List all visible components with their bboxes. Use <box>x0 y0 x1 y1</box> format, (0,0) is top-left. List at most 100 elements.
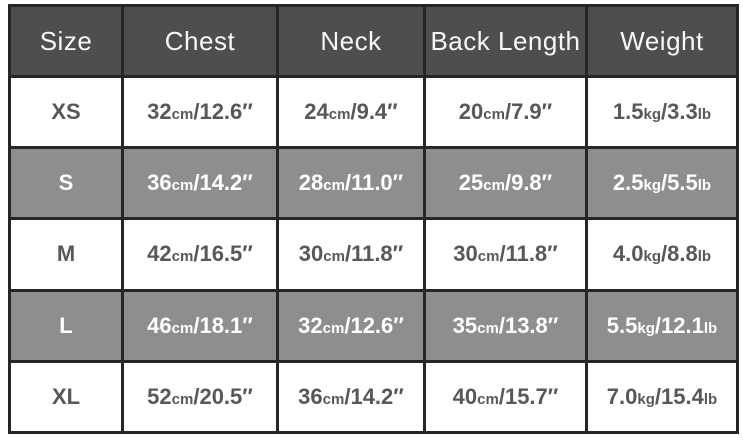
measurement-value: 36 <box>298 383 323 409</box>
column-header-weight: Weight <box>585 4 739 78</box>
measurement-value: 5.5 <box>606 312 638 338</box>
measurement-unit: cm <box>171 177 194 195</box>
back-length-cell: 20cm/7.9″ <box>423 74 588 150</box>
measurement-value: /9.4″ <box>350 99 398 125</box>
measurement-value: 46 <box>147 312 172 338</box>
table-row-xs: XS 32cm/12.6″ 24cm/9.4″ 20cm/7.9″ 1.5kg/… <box>8 74 739 150</box>
chest-cell: 46cm/18.1″ <box>121 288 279 363</box>
size-label: L <box>59 312 73 338</box>
measurement-value: 32 <box>298 312 323 338</box>
measurement-unit: lb <box>697 248 712 266</box>
measurement-value: /16.5″ <box>193 241 253 267</box>
back-length-cell: 35cm/13.8″ <box>423 288 588 363</box>
size-cell: XL <box>8 359 124 435</box>
column-header-chest: Chest <box>121 4 279 78</box>
measurement-unit: kg <box>643 106 662 124</box>
neck-cell: 32cm/12.6″ <box>276 288 426 363</box>
measurement-unit: cm <box>477 319 499 337</box>
weight-cell: 5.5kg/12.1lb <box>585 288 739 363</box>
measurement-value: /11.8″ <box>344 241 404 267</box>
measurement-value: /8.8 <box>661 241 698 267</box>
measurement-unit: kg <box>643 248 662 266</box>
chest-cell: 36cm/14.2″ <box>121 146 279 221</box>
measurement-value: 30 <box>298 241 324 267</box>
measurement-unit: cm <box>477 390 499 408</box>
table-row-xl: XL 52cm/20.5″ 36cm/14.2″ 40cm/15.7″ 7.0k… <box>8 359 739 435</box>
measurement-value: 32 <box>147 99 172 125</box>
weight-cell: 7.0kg/15.4lb <box>585 359 739 435</box>
measurement-value: 52 <box>147 383 172 409</box>
measurement-unit: cm <box>322 390 345 408</box>
measurement-unit: cm <box>171 319 194 337</box>
size-chart-table: Size Chest Neck Back Length Weight XS 32… <box>8 4 739 435</box>
measurement-unit: lb <box>697 106 712 124</box>
measurement-value: /20.5″ <box>193 383 253 409</box>
neck-cell: 24cm/9.4″ <box>276 74 426 150</box>
measurement-unit: cm <box>171 248 194 266</box>
size-cell: L <box>8 288 124 363</box>
measurement-unit: cm <box>328 106 351 124</box>
measurement-unit: kg <box>637 319 655 337</box>
measurement-value: /11.8″ <box>499 241 558 267</box>
measurement-value: /15.7″ <box>498 383 559 409</box>
measurement-value: /14.2″ <box>344 383 404 409</box>
measurement-value: /12.6″ <box>344 312 404 338</box>
header-row: Size Chest Neck Back Length Weight <box>8 4 739 78</box>
measurement-unit: cm <box>322 319 345 337</box>
chest-cell: 32cm/12.6″ <box>121 74 279 150</box>
measurement-value: /12.6″ <box>193 99 253 125</box>
column-header-neck: Neck <box>276 4 426 78</box>
measurement-value: /3.3 <box>661 99 698 125</box>
measurement-value: /14.2″ <box>193 170 253 196</box>
measurement-value: /5.5 <box>661 170 698 196</box>
measurement-value: 1.5 <box>612 99 644 125</box>
weight-cell: 4.0kg/8.8lb <box>585 217 739 292</box>
table-row-m: M 42cm/16.5″ 30cm/11.8″ 30cm/11.8″ 4.0kg… <box>8 217 739 292</box>
measurement-value: 4.0 <box>612 241 644 267</box>
measurement-value: /7.9″ <box>504 99 553 125</box>
measurement-unit: cm <box>477 248 500 266</box>
measurement-unit: lb <box>703 319 718 337</box>
measurement-unit: cm <box>171 106 194 124</box>
back-length-cell: 30cm/11.8″ <box>423 217 588 292</box>
size-label: XL <box>51 383 81 409</box>
measurement-value: 25 <box>458 170 484 196</box>
measurement-value: /13.8″ <box>498 312 559 338</box>
size-label: M <box>56 241 76 267</box>
measurement-value: /18.1″ <box>193 312 253 338</box>
measurement-unit: cm <box>483 106 505 124</box>
measurement-value: 2.5 <box>612 170 644 196</box>
size-label: XS <box>51 99 81 125</box>
measurement-unit: cm <box>171 390 194 408</box>
measurement-value: 36 <box>147 170 172 196</box>
measurement-value: 28 <box>298 170 324 196</box>
neck-cell: 30cm/11.8″ <box>276 217 426 292</box>
measurement-value: 42 <box>147 241 172 267</box>
measurement-value: 24 <box>304 99 329 125</box>
size-cell: XS <box>8 74 124 150</box>
neck-cell: 28cm/11.0″ <box>276 146 426 221</box>
chest-cell: 52cm/20.5″ <box>121 359 279 435</box>
measurement-value: 20 <box>458 99 484 125</box>
weight-cell: 1.5kg/3.3lb <box>585 74 739 150</box>
measurement-value: 30 <box>453 241 478 267</box>
measurement-value: /9.8″ <box>504 170 553 196</box>
chest-cell: 42cm/16.5″ <box>121 217 279 292</box>
column-header-size: Size <box>8 4 124 78</box>
table-row-l: L 46cm/18.1″ 32cm/12.6″ 35cm/13.8″ 5.5kg… <box>8 288 739 363</box>
measurement-unit: cm <box>483 177 505 195</box>
weight-cell: 2.5kg/5.5lb <box>585 146 739 221</box>
measurement-unit: lb <box>697 177 712 195</box>
measurement-value: /15.4 <box>654 383 704 409</box>
table-row-s: S 36cm/14.2″ 28cm/11.0″ 25cm/9.8″ 2.5kg/… <box>8 146 739 221</box>
measurement-value: /11.0″ <box>344 170 404 196</box>
measurement-unit: kg <box>637 390 655 408</box>
size-cell: S <box>8 146 124 221</box>
size-cell: M <box>8 217 124 292</box>
measurement-value: 35 <box>452 312 478 338</box>
measurement-value: 40 <box>452 383 478 409</box>
measurement-unit: cm <box>323 177 345 195</box>
measurement-unit: lb <box>703 390 718 408</box>
measurement-unit: cm <box>323 248 345 266</box>
neck-cell: 36cm/14.2″ <box>276 359 426 435</box>
